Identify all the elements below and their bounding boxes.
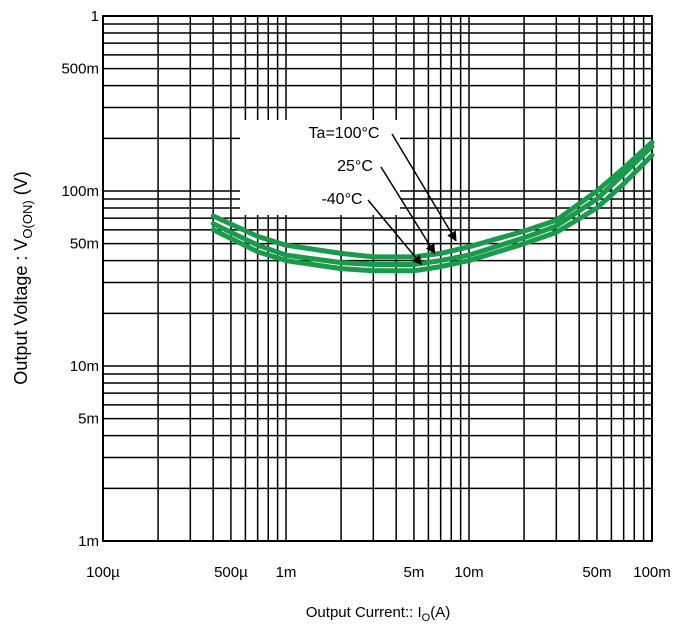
y-axis-title: Output Voltage : VO(ON) (V): [11, 171, 35, 384]
x-tick-label: 1m: [276, 564, 297, 581]
x-tick-label: 5m: [403, 564, 424, 581]
series-line-2: [210, 139, 655, 260]
plot-frame: [102, 15, 653, 542]
chart-series-group: [210, 139, 655, 274]
x-axis-title: Output Current:: IO(A): [306, 604, 450, 624]
annotation-arrow-1: [380, 166, 436, 255]
x-tick-labels: 100µ 500µ 1m 5m 10m 50m 100m: [86, 564, 671, 581]
annotation-arrow-0: [391, 133, 457, 242]
chart-annotations: Ta=100°C 25°C -40°C: [309, 125, 457, 266]
y-tick-label: 100m: [61, 183, 99, 200]
y-tick-label: 500m: [61, 61, 99, 78]
x-tick-label: 100m: [633, 564, 671, 581]
annotation-arrow-2: [367, 199, 423, 266]
series-line-1: [210, 143, 655, 267]
annotation-label-2: -40°C: [321, 191, 362, 208]
annotation-label-box: [240, 120, 400, 215]
x-tick-label: 500µ: [214, 564, 248, 581]
x-tick-label: 50m: [582, 564, 611, 581]
y-tick-label: 1: [91, 8, 99, 25]
annotation-label-1: 25°C: [337, 158, 373, 175]
x-tick-label: 100µ: [86, 564, 120, 581]
series-line-0: [210, 152, 655, 274]
y-tick-label: 10m: [70, 358, 99, 375]
y-tick-label: 5m: [78, 411, 99, 428]
y-tick-label: 1m: [78, 533, 99, 550]
y-tick-label: 50m: [70, 236, 99, 253]
chart-grid: [102, 15, 653, 542]
x-tick-label: 10m: [454, 564, 483, 581]
y-tick-labels: 1 500m 100m 50m 10m 5m 1m: [61, 8, 99, 550]
annotation-label-0: Ta=100°C: [309, 125, 380, 142]
